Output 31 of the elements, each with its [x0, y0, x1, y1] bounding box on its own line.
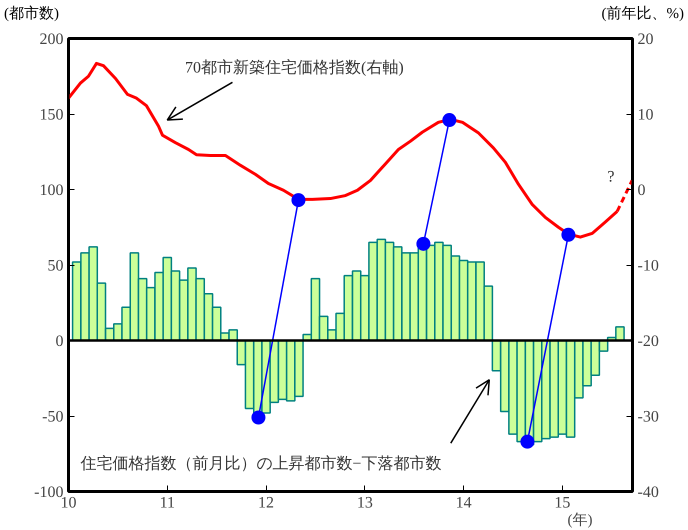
y-tick-label: 100 — [40, 182, 64, 199]
point — [291, 193, 306, 208]
y2-tick-label: -40 — [638, 484, 659, 501]
y-tick-label: 150 — [40, 106, 64, 124]
annotation: ? — [607, 168, 614, 186]
y2-tick-label: 0 — [638, 182, 646, 199]
point — [561, 228, 576, 242]
annotation: 住宅価格指数（前月比）の上昇都市数−下落都市数 — [79, 454, 442, 472]
x-tick-label: 13 — [356, 494, 373, 512]
y2-tick-label: -20 — [638, 333, 659, 350]
x-tick-label: 12 — [258, 494, 274, 512]
x-axis-title: (年) — [568, 512, 593, 528]
point — [251, 410, 266, 424]
annotation: 70都市新築住宅価格指数(右軸) — [185, 58, 404, 77]
y2-tick-label: -30 — [638, 408, 659, 426]
x-tick-label: 11 — [160, 494, 175, 512]
point — [520, 434, 534, 449]
x-tick-label: 15 — [554, 494, 570, 512]
y-tick-label: -50 — [42, 408, 64, 426]
y-tick-label: -100 — [34, 484, 64, 501]
x-tick-label: 14 — [456, 494, 472, 512]
y-tick-label: 200 — [40, 31, 64, 48]
y2-axis-title: (前年比、%) — [602, 4, 684, 24]
point — [442, 113, 456, 128]
y-tick-label: 50 — [48, 258, 64, 274]
y2-tick-label: 20 — [638, 31, 654, 48]
y2-tick-label: -10 — [638, 258, 659, 274]
y2-tick-label: 10 — [638, 106, 654, 124]
point — [416, 236, 430, 251]
y-axis-title: (都市数) — [4, 4, 59, 24]
y-tick-label: 0 — [56, 333, 64, 350]
